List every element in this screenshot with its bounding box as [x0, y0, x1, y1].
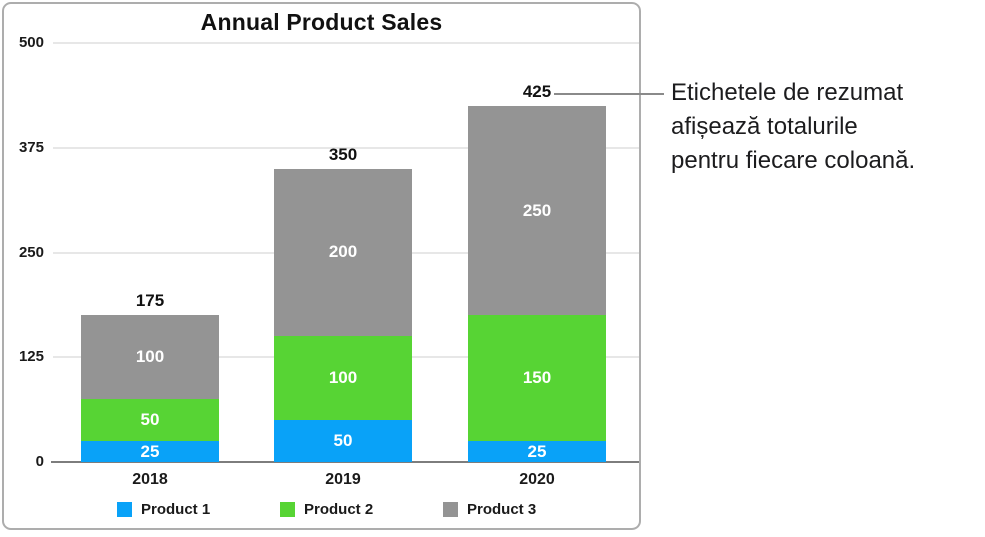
legend-item-product-3[interactable]: Product 3 [443, 500, 536, 518]
segment-value-label: 150 [522, 368, 552, 388]
x-axis-line [51, 461, 639, 463]
segment-value-label: 25 [527, 441, 547, 461]
callout-connector-line [554, 93, 664, 95]
legend-swatch-icon [280, 501, 295, 517]
bar-2020-segment-product-1[interactable]: 25 [468, 441, 606, 462]
callout-text-line: Etichetele de rezumat [671, 79, 904, 106]
x-axis-label-2019: 2019 [325, 471, 361, 488]
callout-text: Etichetele de rezumat afișează totaluril… [671, 76, 971, 178]
gridline-375 [53, 146, 639, 149]
legend-label: Product 1 [141, 500, 211, 518]
bar-2019-segment-product-1[interactable]: 50 [274, 420, 412, 462]
segment-value-label: 50 [140, 410, 160, 430]
segment-value-label: 100 [135, 347, 165, 367]
legend-swatch-icon [443, 501, 458, 517]
y-axis-label-0: 0 [35, 453, 44, 470]
legend-label: Product 3 [467, 500, 537, 518]
bar-2019-segment-product-2[interactable]: 100 [274, 336, 412, 421]
callout-text-line: pentru fiecare coloană. [671, 147, 916, 174]
total-label-2020: 425 [522, 81, 552, 101]
bar-2018-segment-product-3[interactable]: 100 [81, 315, 219, 400]
bar-2018-segment-product-1[interactable]: 25 [81, 441, 219, 462]
legend-swatch-icon [117, 501, 132, 517]
bar-2020-segment-product-3[interactable]: 250 [468, 105, 606, 316]
segment-value-label: 50 [333, 431, 353, 451]
segment-value-label: 25 [140, 441, 160, 461]
x-axis-label-2018: 2018 [132, 471, 168, 488]
y-axis-label-125: 125 [18, 348, 44, 366]
bar-2020-segment-product-2[interactable]: 150 [468, 315, 606, 442]
segment-value-label: 200 [328, 242, 358, 262]
y-axis-label-500: 500 [18, 34, 44, 51]
y-axis-label-250: 250 [18, 243, 44, 261]
segment-value-label: 100 [328, 368, 358, 388]
total-label-2019: 350 [328, 144, 358, 164]
y-axis-label-375: 375 [18, 138, 44, 156]
legend-item-product-1[interactable]: Product 1 [117, 500, 210, 518]
bar-2019-segment-product-3[interactable]: 200 [274, 168, 412, 337]
bar-2018-segment-product-2[interactable]: 50 [81, 399, 219, 442]
gridline-500 [53, 42, 639, 44]
total-label-2018: 175 [135, 291, 165, 311]
x-axis-label-2020: 2020 [519, 471, 555, 488]
callout-text-line: afișează totalurile [671, 113, 858, 140]
chart-title: Annual Product Sales [200, 9, 443, 35]
legend-item-product-2[interactable]: Product 2 [280, 500, 373, 518]
segment-value-label: 250 [522, 200, 552, 220]
legend-label: Product 2 [304, 500, 374, 518]
